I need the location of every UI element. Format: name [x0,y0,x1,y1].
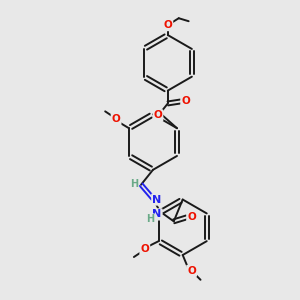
Text: O: O [154,110,162,120]
Text: H: H [146,214,154,224]
Text: O: O [164,20,172,30]
Text: O: O [187,212,196,222]
Text: O: O [140,244,149,254]
Text: N: N [152,194,162,205]
Text: O: O [187,266,196,276]
Text: N: N [152,209,162,219]
Text: O: O [181,97,190,106]
Text: H: H [130,179,138,189]
Text: O: O [112,114,120,124]
